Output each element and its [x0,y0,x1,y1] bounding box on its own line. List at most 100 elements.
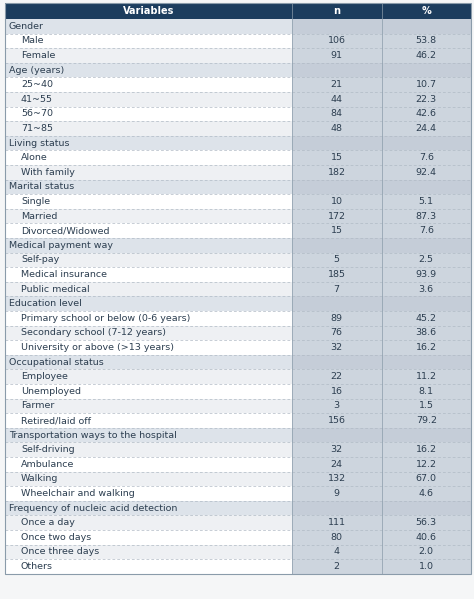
Text: 67.0: 67.0 [416,474,437,483]
Bar [292,238,382,253]
Text: 1.0: 1.0 [419,562,434,571]
Bar [292,486,382,501]
Bar [5,515,292,530]
Bar [292,443,382,457]
Bar [382,370,471,384]
Text: Frequency of nucleic acid detection: Frequency of nucleic acid detection [9,504,177,513]
Bar [292,48,382,63]
Text: Divorced/Widowed: Divorced/Widowed [21,226,109,235]
Text: 10.7: 10.7 [416,80,437,89]
Bar [5,471,292,486]
Bar [292,355,382,370]
Bar [292,530,382,544]
Text: Others: Others [21,562,53,571]
Bar [5,107,292,121]
Bar [5,223,292,238]
Bar [292,92,382,107]
Bar [5,311,292,326]
Bar [5,92,292,107]
Text: %: % [421,6,431,16]
Text: Marital status: Marital status [9,183,74,192]
Bar [292,311,382,326]
Text: 4.6: 4.6 [419,489,434,498]
Text: 9: 9 [334,489,339,498]
Text: Single: Single [21,197,50,206]
Text: 56~70: 56~70 [21,110,53,119]
Bar [382,223,471,238]
Text: 172: 172 [328,211,346,220]
Text: Once two days: Once two days [21,533,91,542]
Text: 16.2: 16.2 [416,343,437,352]
Text: 3.6: 3.6 [419,285,434,294]
Text: 185: 185 [328,270,346,279]
Bar [382,19,471,34]
Text: 46.2: 46.2 [416,51,437,60]
Bar [5,326,292,340]
Bar [5,530,292,544]
Text: Self-pay: Self-pay [21,255,59,264]
Text: 44: 44 [330,95,343,104]
Text: Medical insurance: Medical insurance [21,270,107,279]
Bar [5,486,292,501]
Bar [5,457,292,471]
Text: 12.2: 12.2 [416,460,437,469]
Text: 7.6: 7.6 [419,226,434,235]
Bar [382,326,471,340]
Bar [382,267,471,282]
Bar [5,253,292,267]
Bar [292,165,382,180]
Bar [382,77,471,92]
Bar [292,19,382,34]
Bar [292,209,382,223]
Bar [382,340,471,355]
Bar [292,559,382,574]
Bar [5,19,292,34]
Text: Public medical: Public medical [21,285,90,294]
Bar [292,34,382,48]
Bar [5,398,292,413]
Text: 16.2: 16.2 [416,445,437,454]
Bar [382,384,471,398]
Bar [292,398,382,413]
Text: 79.2: 79.2 [416,416,437,425]
Text: 22.3: 22.3 [416,95,437,104]
Text: 80: 80 [330,533,343,542]
Text: Once three days: Once three days [21,547,99,556]
Text: Self-driving: Self-driving [21,445,74,454]
Text: Living status: Living status [9,138,70,147]
Text: With family: With family [21,168,75,177]
Text: 2.5: 2.5 [419,255,434,264]
Bar [382,559,471,574]
Text: Farmer: Farmer [21,401,55,410]
Bar [292,253,382,267]
Bar [5,559,292,574]
Text: 15: 15 [330,226,343,235]
Bar [5,63,292,77]
Text: Medical payment way: Medical payment way [9,241,113,250]
Bar [292,457,382,471]
Text: Ambulance: Ambulance [21,460,74,469]
Bar [382,92,471,107]
Bar [292,384,382,398]
Bar [382,501,471,515]
Text: Wheelchair and walking: Wheelchair and walking [21,489,135,498]
Bar [382,63,471,77]
Text: 41~55: 41~55 [21,95,53,104]
Text: 40.6: 40.6 [416,533,437,542]
Text: Male: Male [21,37,44,46]
Text: Gender: Gender [9,22,44,31]
Text: 7: 7 [334,285,339,294]
Text: Transportation ways to the hospital: Transportation ways to the hospital [9,431,177,440]
Bar [5,121,292,136]
Text: 156: 156 [328,416,346,425]
Bar [292,340,382,355]
Text: 11.2: 11.2 [416,372,437,381]
Bar [382,413,471,428]
Bar [292,63,382,77]
Text: 32: 32 [330,445,343,454]
Text: 1.5: 1.5 [419,401,434,410]
Text: Secondary school (7-12 years): Secondary school (7-12 years) [21,328,166,337]
Text: 87.3: 87.3 [416,211,437,220]
Text: 21: 21 [330,80,343,89]
Bar [5,297,292,311]
